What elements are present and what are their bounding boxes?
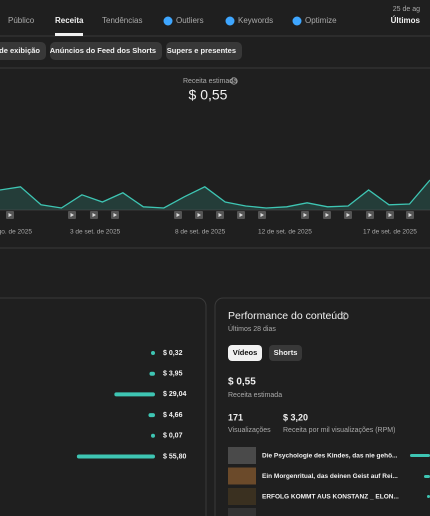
filter-chip-label: de exibição xyxy=(0,46,40,55)
content-views: 171 xyxy=(228,412,243,422)
tab-icon xyxy=(163,16,173,26)
source-dot xyxy=(151,351,155,355)
x-tick-label: 3 de set. de 2025 xyxy=(70,229,121,236)
content-revenue: $ 0,55 xyxy=(228,377,256,388)
upload-marker-icon xyxy=(113,213,117,217)
date-range-label[interactable]: Últimos xyxy=(391,16,421,25)
filter-chip[interactable] xyxy=(0,42,46,60)
tab[interactable]: Optimize xyxy=(305,16,337,25)
upload-marker-icon xyxy=(346,213,350,217)
source-bar xyxy=(114,392,155,397)
content-subtitle: Últimos 28 dias xyxy=(228,324,276,333)
upload-marker-icon xyxy=(176,213,180,217)
tab[interactable]: Público xyxy=(8,16,35,25)
content-filter[interactable] xyxy=(228,345,262,361)
filter-chip[interactable] xyxy=(50,42,162,60)
tab[interactable]: Tendências xyxy=(102,16,142,25)
upload-marker-icon xyxy=(218,213,222,217)
upload-marker-icon xyxy=(92,213,96,217)
chart-total: $ 0,55 xyxy=(189,87,228,103)
line xyxy=(0,179,430,209)
info-icon[interactable] xyxy=(341,312,349,320)
upload-marker-icon xyxy=(70,213,74,217)
tab[interactable]: Receita xyxy=(55,16,84,25)
source-value: $ 0,32 xyxy=(163,350,183,357)
filter-chip[interactable] xyxy=(166,42,242,60)
tab-underline xyxy=(55,33,83,36)
filter-chip-label: Anúncios do Feed dos Shorts xyxy=(50,46,156,55)
upload-marker-icon xyxy=(388,213,392,217)
upload-marker-icon xyxy=(197,213,201,217)
video-bar xyxy=(424,475,430,478)
video-thumbnail[interactable] xyxy=(228,508,256,516)
content-filter-label: Vídeos xyxy=(233,348,258,357)
upload-marker-icon xyxy=(303,213,307,217)
source-value: $ 3,95 xyxy=(163,371,183,378)
tab[interactable]: Outliers xyxy=(176,16,204,25)
content-rpm: $ 3,20 xyxy=(283,412,308,422)
upload-marker-icon xyxy=(8,213,12,217)
content-views-label: Visualizações xyxy=(228,427,271,434)
upload-marker-icon xyxy=(260,213,264,217)
source-value: $ 55,80 xyxy=(163,453,186,460)
x-tick-label: ago. de 2025 xyxy=(0,229,32,236)
upload-marker-icon xyxy=(368,213,372,217)
upload-marker-icon xyxy=(325,213,329,217)
video-title[interactable]: Ein Morgenritual, das deinen Geist auf R… xyxy=(262,473,398,480)
content-rpm-label: Receita por mil visualizações (RPM) xyxy=(283,427,395,434)
video-thumbnail[interactable] xyxy=(228,488,256,505)
video-title[interactable]: ERFOLG KOMMT AUS KONSTANZ _ ELON... xyxy=(262,494,399,501)
content-panel xyxy=(214,297,430,516)
filter-chip-label: Supers e presentes xyxy=(167,46,236,55)
x-tick-label: 12 de set. de 2025 xyxy=(258,229,312,236)
content-title: Performance do conteúdo xyxy=(228,310,349,322)
video-thumbnail[interactable] xyxy=(228,467,256,485)
source-value: $ 0,07 xyxy=(163,433,183,440)
content-revenue-label: Receita estimada xyxy=(228,392,282,399)
video-title[interactable]: Die Psychologie des Kindes, das nie gehö… xyxy=(262,453,398,460)
content-filter-label: Shorts xyxy=(274,348,298,357)
info-icon[interactable] xyxy=(230,77,238,85)
video-bar xyxy=(410,454,430,457)
tab-icon xyxy=(292,16,302,26)
date-range: 25 de ag xyxy=(393,6,420,13)
source-value: $ 4,66 xyxy=(163,412,183,419)
content-filter[interactable] xyxy=(269,345,302,361)
tab[interactable]: Keywords xyxy=(238,16,273,25)
upload-marker-icon xyxy=(408,213,412,217)
source-dot xyxy=(151,433,155,438)
source-value: $ 29,04 xyxy=(163,391,186,398)
source-bar xyxy=(148,413,155,418)
x-tick-label: 8 de set. de 2025 xyxy=(175,229,226,236)
upload-marker-icon xyxy=(239,213,243,217)
chart-title: Receita estimada xyxy=(183,78,237,85)
x-tick-label: 17 de set. de 2025 xyxy=(363,229,417,236)
chart-panel xyxy=(0,67,430,249)
video-bar xyxy=(427,495,430,498)
sources-panel xyxy=(0,297,207,516)
tab-icon xyxy=(225,16,235,26)
source-bar xyxy=(149,371,155,376)
source-bar xyxy=(76,454,155,459)
video-thumbnail[interactable] xyxy=(228,447,256,464)
